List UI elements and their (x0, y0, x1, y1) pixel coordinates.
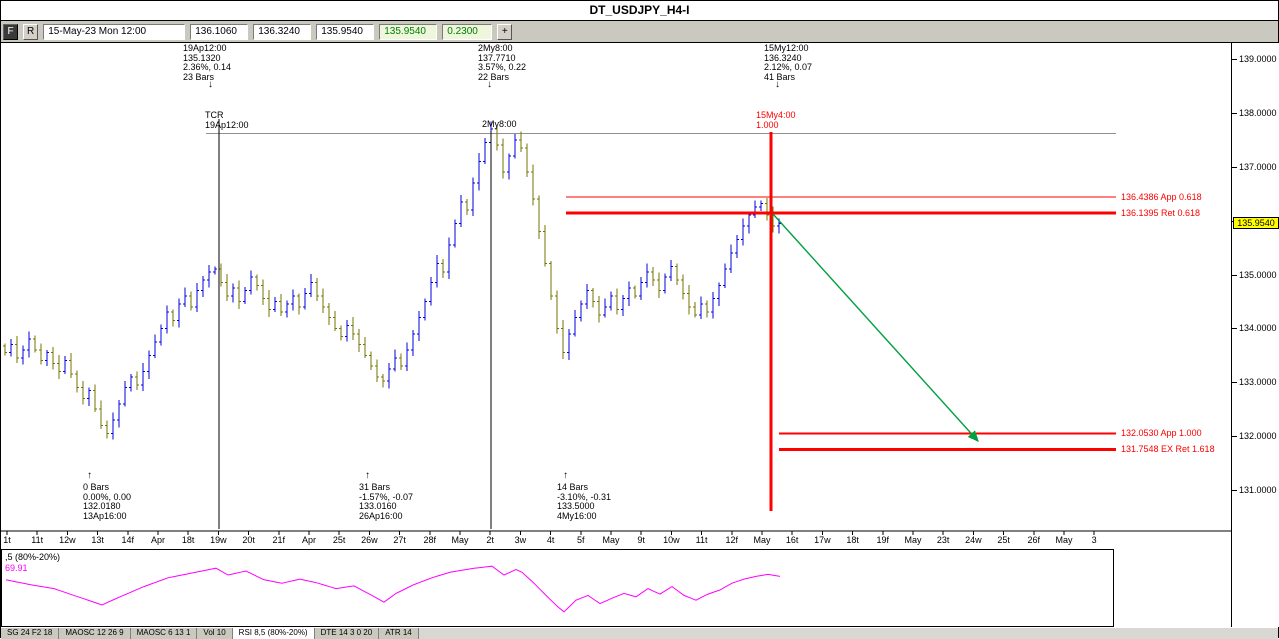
rsi-current-value: 69.91 (5, 563, 28, 573)
indicator-tab[interactable]: ATR 14 (379, 628, 419, 639)
y-axis-tick (1232, 382, 1237, 384)
y-axis-label: 134.0000 (1239, 323, 1277, 334)
indicator-tab[interactable]: SG 24 F2 18 (1, 628, 60, 639)
close-field: 135.9540 (379, 23, 438, 40)
low-field: 135.9540 (316, 23, 375, 40)
y-axis-tick (1232, 274, 1237, 276)
favorites-button[interactable]: F (3, 23, 18, 40)
price-chart-plot[interactable] (1, 43, 1231, 537)
y-axis-tick (1232, 490, 1237, 491)
y-axis-tick (1232, 328, 1237, 330)
y-axis-label: 135.0000 (1239, 269, 1277, 280)
rsi-line (5, 565, 781, 613)
y-axis-tick (1232, 166, 1237, 168)
open-field: 136.1060 (190, 23, 249, 40)
y-axis-label: 139.0000 (1239, 54, 1277, 64)
indicator-tab[interactable]: DTE 14 3 0 20 (314, 628, 380, 639)
y-axis-label: 132.0000 (1239, 431, 1277, 442)
y-axis-label: 133.0000 (1239, 377, 1277, 388)
indicator-tab[interactable]: RSI 8,5 (80%-20%) (232, 628, 315, 639)
rsi-panel[interactable]: ,5 (80%-20%) 69.91 (1, 549, 1114, 627)
datetime-field: 15-May-23 Mon 12:00 (43, 23, 186, 40)
high-field: 136.3240 (253, 23, 312, 40)
price-bars (3, 121, 781, 440)
rsi-plot[interactable] (2, 550, 1113, 626)
indicator-tab[interactable]: Vol 10 (197, 628, 233, 639)
y-axis-label: 138.0000 (1239, 107, 1277, 118)
indicator-tab-bar: SG 24 F2 18 MAOSC 12 26 9 MAOSC 6 13 1 Vol … (1, 628, 1278, 639)
current-price-tag: 135.9540 (1233, 217, 1279, 230)
y-axis-label: 131.0000 (1239, 485, 1277, 495)
rsi-panel-label: ,5 (80%-20%) (5, 552, 61, 562)
change-field: 0.2300 (442, 23, 493, 40)
trend-arrow[interactable] (772, 213, 979, 443)
toolbar: F R 15-May-23 Mon 12:00 136.1060 136.324… (1, 21, 1278, 43)
window-title: DT_USDJPY_H4-I (1, 1, 1278, 21)
price-axis: 139.0000138.0000137.0000136.0000135.0000… (1231, 43, 1279, 627)
refresh-button[interactable]: R (23, 23, 39, 40)
y-axis-tick (1232, 436, 1237, 438)
indicator-tab[interactable]: MAOSC 6 13 1 (130, 628, 198, 639)
y-axis-tick (1232, 112, 1237, 114)
y-axis-label: 137.0000 (1239, 161, 1277, 172)
y-axis-tick (1232, 59, 1237, 60)
add-button[interactable]: + (497, 23, 513, 40)
indicator-tab[interactable]: MAOSC 12 26 9 (59, 628, 131, 639)
